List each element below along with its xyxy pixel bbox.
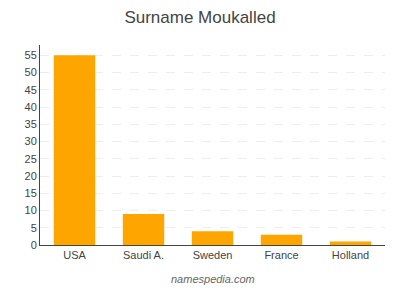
svg-text:namespedia.com: namespedia.com: [171, 273, 255, 285]
svg-text:45: 45: [25, 84, 37, 96]
svg-text:Surname Moukalled: Surname Moukalled: [124, 8, 275, 27]
svg-text:35: 35: [25, 118, 37, 130]
svg-text:30: 30: [25, 135, 37, 147]
svg-text:40: 40: [25, 101, 37, 113]
svg-text:Saudi A.: Saudi A.: [123, 249, 164, 261]
svg-text:0: 0: [31, 239, 37, 251]
svg-text:USA: USA: [63, 249, 86, 261]
svg-text:50: 50: [25, 66, 37, 78]
svg-text:Holland: Holland: [332, 249, 369, 261]
svg-text:France: France: [264, 249, 298, 261]
svg-text:55: 55: [25, 49, 37, 61]
svg-text:25: 25: [25, 153, 37, 165]
svg-text:10: 10: [25, 204, 37, 216]
svg-text:20: 20: [25, 170, 37, 182]
svg-text:5: 5: [31, 222, 37, 234]
svg-text:Sweden: Sweden: [193, 249, 233, 261]
svg-text:15: 15: [25, 187, 37, 199]
